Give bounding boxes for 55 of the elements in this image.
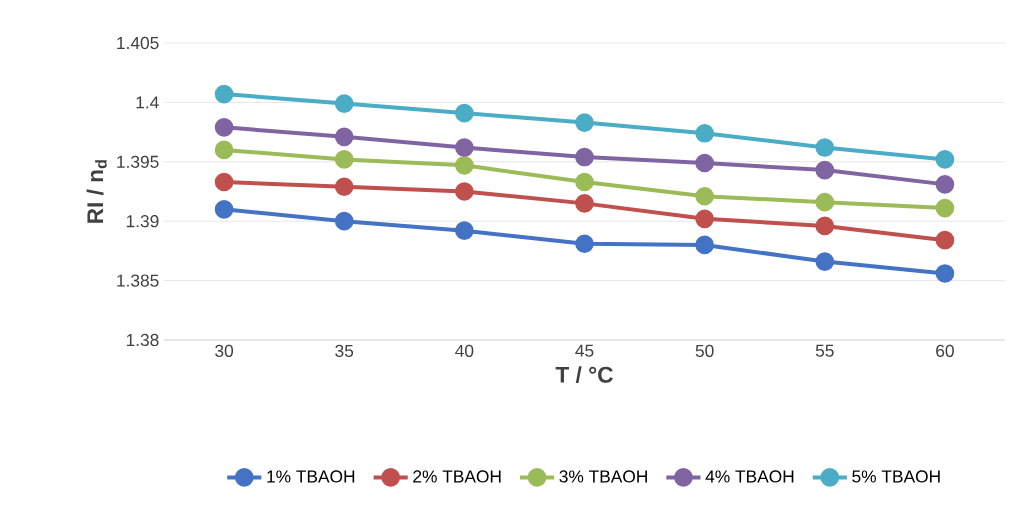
x-tick-label: 60: [936, 344, 954, 357]
point: [695, 235, 714, 255]
x-tick-label: 35: [335, 344, 354, 357]
legend-label: 2% TBAOH: [413, 470, 501, 483]
x-tick-label: 45: [575, 344, 594, 357]
point: [575, 147, 594, 167]
x-axis-title: T / °C: [555, 366, 613, 384]
point: [815, 192, 835, 212]
point: [455, 156, 474, 175]
point: [935, 230, 955, 250]
point: [214, 140, 234, 160]
x-tick-label: 50: [695, 344, 714, 357]
point: [575, 194, 594, 213]
point: [695, 123, 714, 143]
y-tick-label: 1.405: [117, 36, 159, 50]
point: [214, 84, 234, 104]
point: [455, 182, 474, 201]
point: [575, 172, 594, 192]
x-tick-label: 30: [215, 344, 234, 357]
point: [334, 127, 354, 147]
y-tick-label: 1.395: [117, 155, 159, 168]
legend-label: 3% TBAOH: [559, 470, 647, 483]
legend-label: 1% TBAOH: [267, 470, 355, 483]
y-tick-label: 1.38: [126, 333, 159, 347]
point: [214, 199, 234, 219]
point: [935, 198, 955, 218]
point: [455, 103, 474, 123]
point: [815, 160, 835, 180]
point: [214, 118, 234, 137]
point: [815, 252, 835, 271]
point: [575, 113, 594, 132]
point: [695, 186, 714, 206]
x-tick-label: 55: [815, 344, 834, 357]
point: [455, 221, 474, 241]
x-tick-label: 40: [455, 344, 474, 357]
point: [935, 150, 955, 169]
point: [334, 177, 354, 197]
point: [214, 172, 234, 192]
point: [815, 138, 835, 157]
point: [935, 175, 955, 194]
point: [334, 94, 354, 113]
point: [455, 138, 474, 157]
legend-label: 4% TBAOH: [705, 470, 794, 483]
point: [695, 209, 714, 229]
point: [334, 150, 354, 169]
point: [575, 234, 594, 254]
legend-label: 5% TBAOH: [852, 470, 940, 483]
y-tick-label: 1.39: [126, 215, 159, 228]
point: [695, 153, 714, 173]
point: [334, 211, 354, 231]
y-tick-label: 1.4: [136, 96, 159, 109]
point: [815, 216, 835, 236]
y-axis-title: RI / n$_{d}$: [86, 160, 107, 223]
y-tick-label: 1.385: [117, 274, 159, 287]
point: [935, 264, 955, 283]
